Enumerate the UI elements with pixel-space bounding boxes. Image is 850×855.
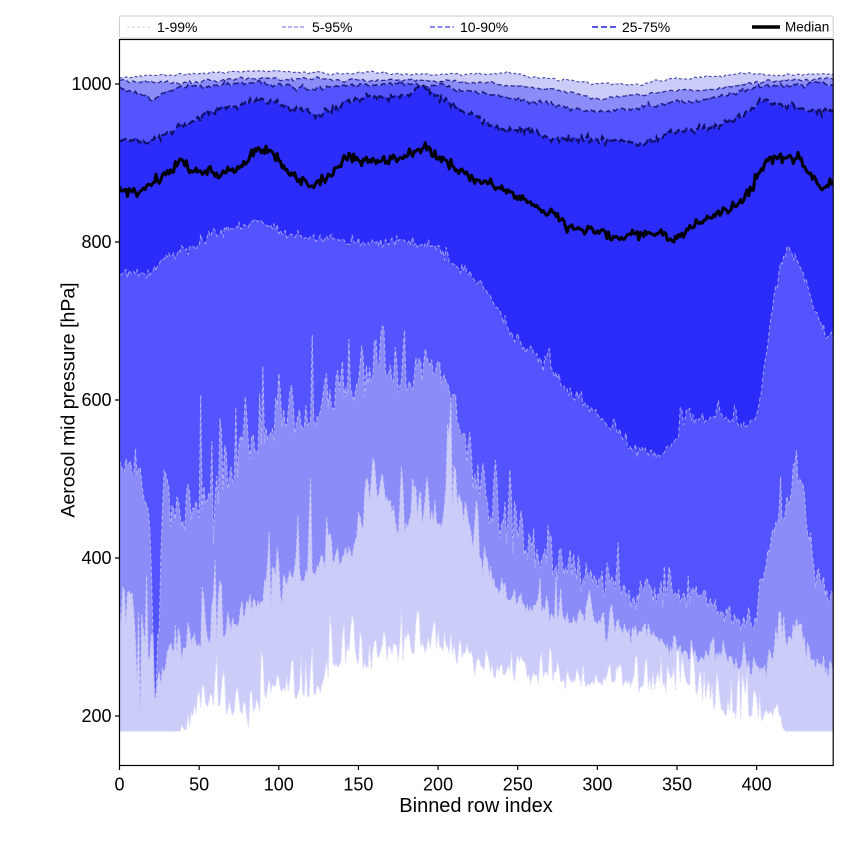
svg-text:300: 300: [582, 775, 612, 795]
svg-text:200: 200: [423, 775, 453, 795]
svg-text:Binned row index: Binned row index: [399, 795, 552, 817]
svg-text:10-90%: 10-90%: [460, 19, 508, 35]
svg-text:400: 400: [742, 775, 772, 795]
svg-text:250: 250: [503, 775, 533, 795]
svg-text:400: 400: [81, 548, 111, 568]
svg-text:600: 600: [81, 390, 111, 410]
svg-text:800: 800: [81, 232, 111, 252]
svg-text:1000: 1000: [71, 74, 111, 94]
svg-text:100: 100: [264, 775, 294, 795]
svg-text:200: 200: [81, 706, 111, 726]
svg-text:5-95%: 5-95%: [312, 19, 352, 35]
svg-text:350: 350: [662, 775, 692, 795]
svg-text:150: 150: [343, 775, 373, 795]
svg-text:25-75%: 25-75%: [622, 19, 670, 35]
svg-text:Median: Median: [785, 20, 829, 35]
svg-text:0: 0: [114, 775, 124, 795]
svg-text:1-99%: 1-99%: [157, 19, 197, 35]
svg-text:Aerosol mid pressure [hPa]: Aerosol mid pressure [hPa]: [58, 282, 80, 517]
svg-text:50: 50: [189, 775, 209, 795]
